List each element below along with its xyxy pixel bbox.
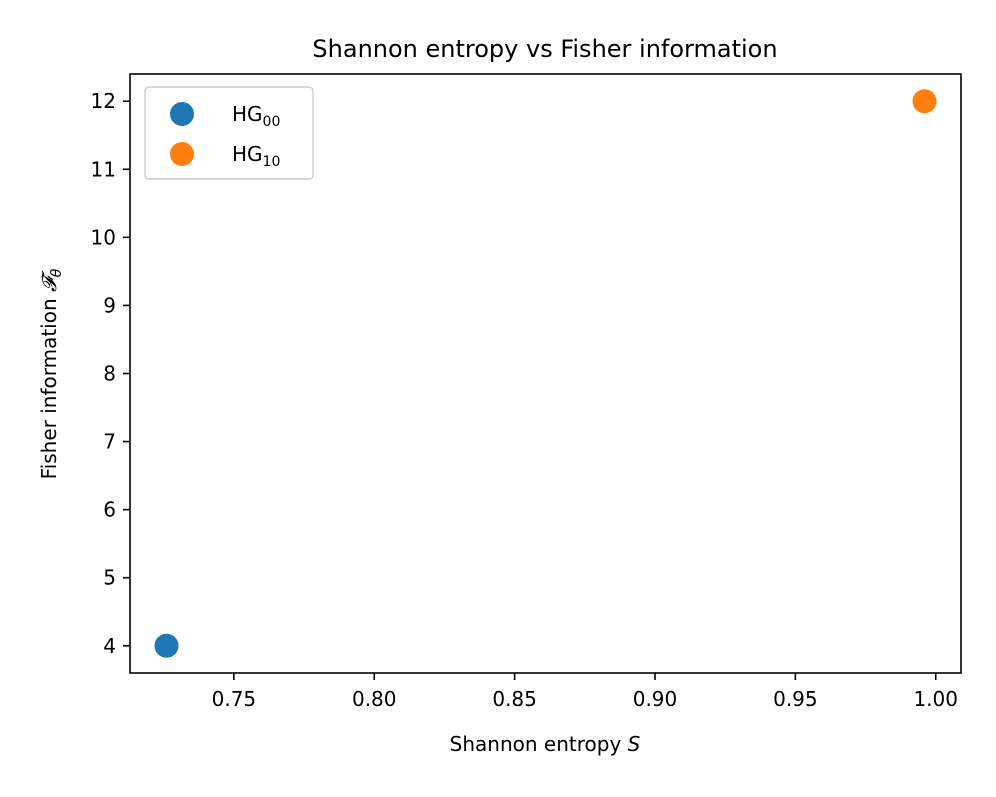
x-tick-label: 0.85 [492,687,537,711]
y-axis-label: Fisher information 𝓕θ [37,268,65,479]
y-tick-label: 6 [103,498,116,522]
data-point-hg10 [912,89,937,114]
y-tick-label: 10 [91,225,116,249]
y-axis-label-subscript: θ [49,268,65,277]
legend-box [144,86,314,180]
data-points [154,89,937,658]
y-axis-label-text: Fisher information [37,292,61,479]
legend-marker-hg00 [170,102,194,126]
x-tick-label: 0.90 [633,687,678,711]
y-tick-label: 12 [91,89,116,113]
y-axis: 4 5 6 7 8 9 10 11 12 [91,89,130,658]
y-tick-label: 4 [103,634,116,658]
y-tick-label: 7 [103,430,116,454]
y-tick-label: 9 [103,293,116,317]
y-tick-label: 11 [91,157,116,181]
legend-marker-hg10 [170,142,194,166]
data-point-hg00 [154,633,179,658]
legend: HG00 HG10 [144,86,314,180]
x-tick-label: 0.75 [212,687,257,711]
chart-title: Shannon entropy vs Fisher information [312,35,777,63]
x-axis-label-text: Shannon entropy [450,732,628,756]
legend-label-hg10: HG10 [232,142,280,170]
x-tick-label: 0.95 [773,687,818,711]
x-tick-label: 0.80 [352,687,397,711]
y-tick-label: 5 [103,566,116,590]
x-tick-label: 1.00 [913,687,958,711]
x-axis-label-symbol: S [628,732,641,756]
y-tick-label: 8 [103,362,116,386]
x-axis: 0.75 0.80 0.85 0.90 0.95 1.00 [212,673,958,711]
legend-label-hg00: HG00 [232,102,280,130]
x-axis-label: Shannon entropy S [450,732,641,756]
